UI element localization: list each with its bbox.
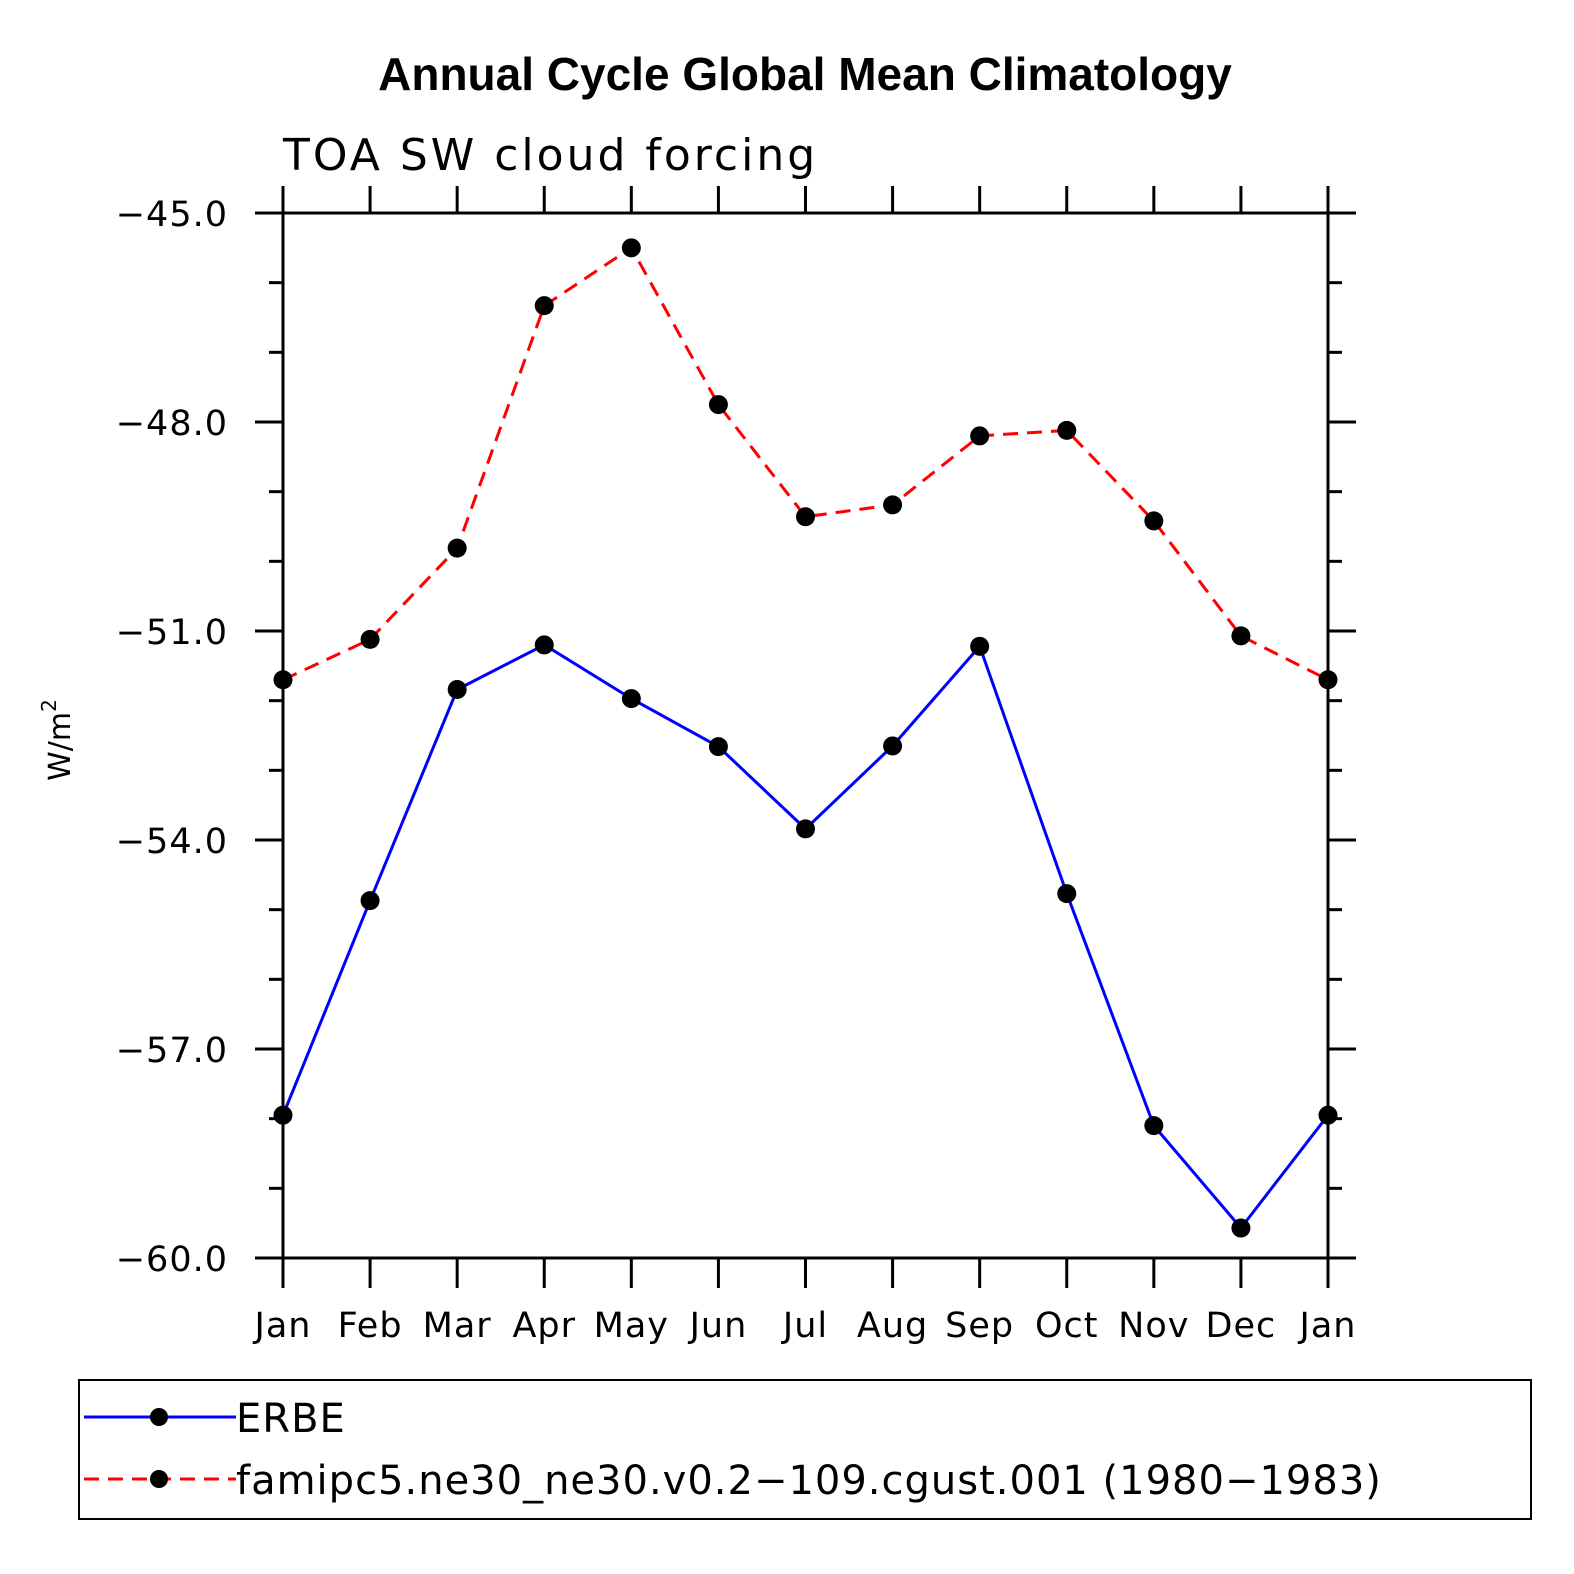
series-line-0 <box>281 643 1330 1231</box>
series-line-1 <box>282 245 1329 682</box>
series-0-point <box>1144 1116 1164 1136</box>
y-tick-label: −54.0 <box>116 822 228 862</box>
x-tick-label: Jun <box>688 1306 748 1346</box>
series-1-point <box>1231 626 1251 646</box>
series-1-point <box>970 426 990 446</box>
x-tick-label: Apr <box>512 1306 576 1346</box>
y-axis-label-text: W/m <box>43 712 78 781</box>
legend-label-model: famipc5.ne30_ne30.v0.2−109.cgust.001 (19… <box>236 1458 1382 1504</box>
legend-marker-model <box>150 1470 168 1488</box>
axis-ticks <box>255 186 1356 1288</box>
svg-text:W/m2: W/m2 <box>37 699 78 781</box>
series-0-point <box>708 737 728 757</box>
plot-frame <box>281 211 1330 1260</box>
y-tick-labels: −45.0 −48.0 −51.0 −54.0 −57.0 −60.0 <box>116 195 228 1280</box>
series-0-point <box>534 635 554 655</box>
chart-title: Annual Cycle Global Mean Climatology <box>378 48 1232 100</box>
series-0-point <box>970 636 990 656</box>
series-lines <box>281 245 1330 1231</box>
x-tick-label: Sep <box>945 1306 1014 1346</box>
series-1-point <box>447 538 467 558</box>
y-tick-label: −60.0 <box>116 1240 228 1280</box>
series-0-point <box>273 1105 293 1125</box>
legend-label-erbe: ERBE <box>236 1396 346 1442</box>
series-0-point <box>1231 1218 1251 1238</box>
x-tick-labels: Jan Feb Mar Apr May Jun Jul Aug Sep Oct Nov Dec Jan <box>253 1306 1357 1346</box>
series-0-point <box>360 891 380 911</box>
legend-box <box>78 1379 1532 1520</box>
x-tick-label: Feb <box>338 1306 403 1346</box>
series-1-point <box>621 238 641 258</box>
x-tick-label: Oct <box>1035 1306 1099 1346</box>
series-0-point <box>1057 884 1077 904</box>
legend: ERBE famipc5.ne30_ne30.v0.2−109.cgust.00… <box>78 1379 1532 1520</box>
series-1-point <box>360 629 380 649</box>
series-markers <box>273 238 1338 1238</box>
series-0-point <box>621 689 641 709</box>
chart-subtitle: TOA SW cloud forcing <box>282 130 818 181</box>
y-axis-label-superscript: 2 <box>37 699 61 712</box>
series-0-point <box>1318 1105 1338 1125</box>
x-tick-label: Jul <box>781 1306 828 1346</box>
series-1-point <box>796 507 815 527</box>
y-tick-label: −57.0 <box>116 1031 228 1071</box>
y-tick-label: −48.0 <box>116 404 228 444</box>
x-tick-label: Nov <box>1118 1306 1189 1346</box>
x-tick-label: Jan <box>253 1306 312 1346</box>
series-1-point <box>1144 511 1164 531</box>
series-1-point <box>883 495 903 515</box>
series-0-point <box>796 819 815 839</box>
series-1-point <box>1318 670 1338 690</box>
y-tick-label: −45.0 <box>116 195 228 235</box>
series-1-point <box>708 395 728 415</box>
x-tick-label: Dec <box>1206 1306 1277 1346</box>
series-0-point <box>883 736 903 756</box>
x-tick-label: May <box>594 1306 669 1346</box>
legend-marker-erbe <box>150 1408 168 1426</box>
x-tick-label: Mar <box>423 1306 492 1346</box>
x-tick-label: Aug <box>857 1306 928 1346</box>
series-1-point <box>534 296 554 316</box>
series-1-point <box>273 670 293 690</box>
series-0-point <box>447 680 467 700</box>
y-axis-label: W/m2 <box>37 699 78 781</box>
series-1-point <box>1057 420 1077 440</box>
y-tick-label: −51.0 <box>116 613 228 653</box>
x-tick-label: Jan <box>1298 1306 1357 1346</box>
